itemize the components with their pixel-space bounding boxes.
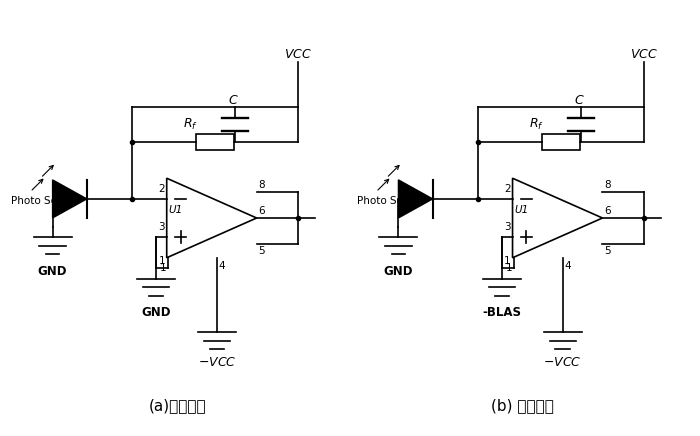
Text: 2: 2 xyxy=(158,184,165,194)
Bar xyxy=(196,134,234,150)
Text: 1: 1 xyxy=(504,256,511,266)
Text: 3: 3 xyxy=(504,222,511,232)
Text: 5: 5 xyxy=(604,245,611,255)
Text: Photo Sen: Photo Sen xyxy=(357,196,410,206)
Text: 6: 6 xyxy=(258,206,265,216)
Text: $C$: $C$ xyxy=(574,94,584,107)
Text: 4: 4 xyxy=(564,261,571,271)
Text: $R_f$: $R_f$ xyxy=(528,116,543,132)
Polygon shape xyxy=(52,180,87,218)
Text: 8: 8 xyxy=(604,181,611,191)
Text: $R_f$: $R_f$ xyxy=(183,116,197,132)
Text: GND: GND xyxy=(38,265,67,278)
Text: $C$: $C$ xyxy=(228,94,239,107)
Text: 6: 6 xyxy=(604,206,611,216)
Text: (b) 光导模式: (b) 光导模式 xyxy=(491,398,554,413)
Text: 8: 8 xyxy=(258,181,265,191)
Text: 1: 1 xyxy=(506,263,512,273)
Text: 5: 5 xyxy=(258,245,265,255)
Text: U1: U1 xyxy=(514,204,528,215)
Text: 2: 2 xyxy=(504,184,511,194)
Text: 4: 4 xyxy=(218,261,225,271)
Text: $V$CC: $V$CC xyxy=(630,48,658,61)
Text: U1: U1 xyxy=(169,204,183,215)
Text: (a)光伏模式: (a)光伏模式 xyxy=(148,398,206,413)
Text: Photo Sen: Photo Sen xyxy=(11,196,64,206)
Text: GND: GND xyxy=(384,265,413,278)
Text: GND: GND xyxy=(141,306,171,319)
Polygon shape xyxy=(398,180,433,218)
Text: $-V$CC: $-V$CC xyxy=(197,356,236,369)
Text: 1: 1 xyxy=(160,263,167,273)
Text: 1: 1 xyxy=(158,256,165,266)
Text: 3: 3 xyxy=(158,222,165,232)
Text: $-V$CC: $-V$CC xyxy=(543,356,582,369)
Text: -BLAS: -BLAS xyxy=(483,306,522,319)
Bar xyxy=(542,134,580,150)
Text: $V$CC: $V$CC xyxy=(284,48,312,61)
